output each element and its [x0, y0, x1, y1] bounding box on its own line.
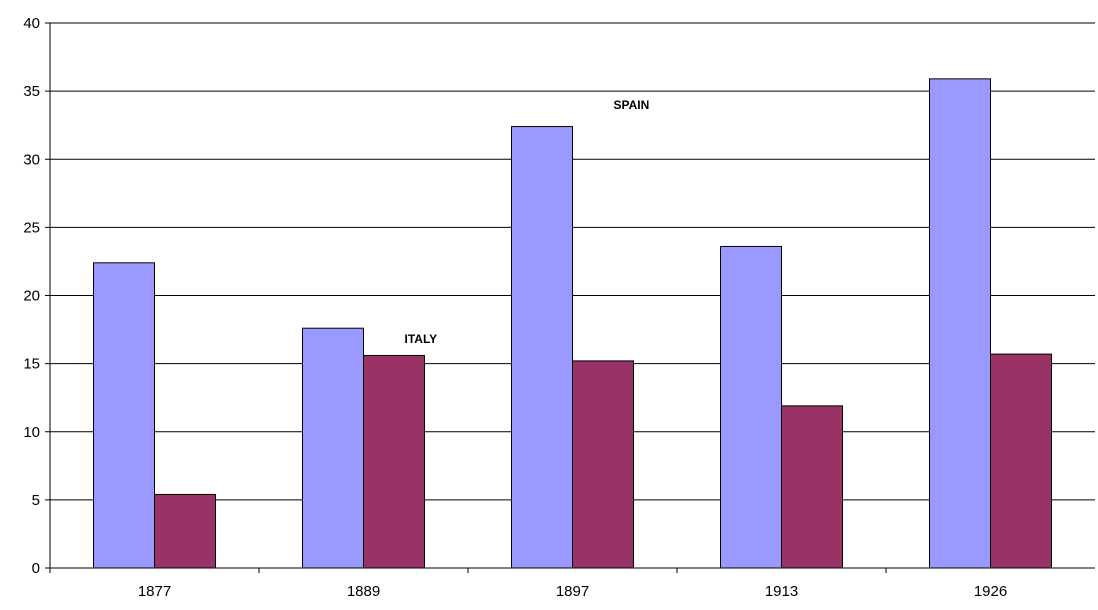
bar-series1-1913 — [720, 245, 782, 569]
annotation-italy: ITALY — [405, 332, 438, 346]
bar-series1-1897 — [511, 126, 573, 569]
bar-series1-1926 — [929, 78, 991, 569]
annotation-spain: SPAIN — [614, 98, 650, 112]
axes — [45, 22, 1095, 573]
bar-series1-1877 — [93, 262, 155, 569]
bar-series2-1926 — [990, 353, 1052, 569]
bar-series2-1877 — [154, 493, 216, 569]
bar-series2-1897 — [572, 360, 634, 569]
tick-labels: 0 5 10 15 20 25 30 35 40 1877 1889 1897 1913 1926 — [23, 15, 1007, 600]
x-tick-label: 1926 — [974, 583, 1007, 600]
y-tick-label: 15 — [23, 356, 40, 373]
x-tick-label: 1913 — [765, 583, 798, 600]
bars — [93, 78, 1052, 569]
y-tick-label: 40 — [23, 15, 40, 32]
y-tick-label: 30 — [23, 151, 40, 168]
bar-series2-1913 — [781, 405, 843, 569]
x-tick-label: 1889 — [347, 583, 380, 600]
y-tick-label: 35 — [23, 83, 40, 100]
x-tick-label: 1897 — [556, 583, 589, 600]
x-tick-label: 1877 — [138, 583, 171, 600]
y-tick-label: 10 — [23, 424, 40, 441]
annotations: SPAIN ITALY — [405, 98, 650, 346]
y-tick-label: 5 — [32, 492, 40, 509]
y-tick-label: 25 — [23, 219, 40, 236]
y-tick-label: 20 — [23, 288, 40, 305]
bar-series1-1889 — [302, 327, 364, 569]
y-tick-label: 0 — [32, 560, 40, 577]
bar-series2-1889 — [363, 354, 425, 569]
